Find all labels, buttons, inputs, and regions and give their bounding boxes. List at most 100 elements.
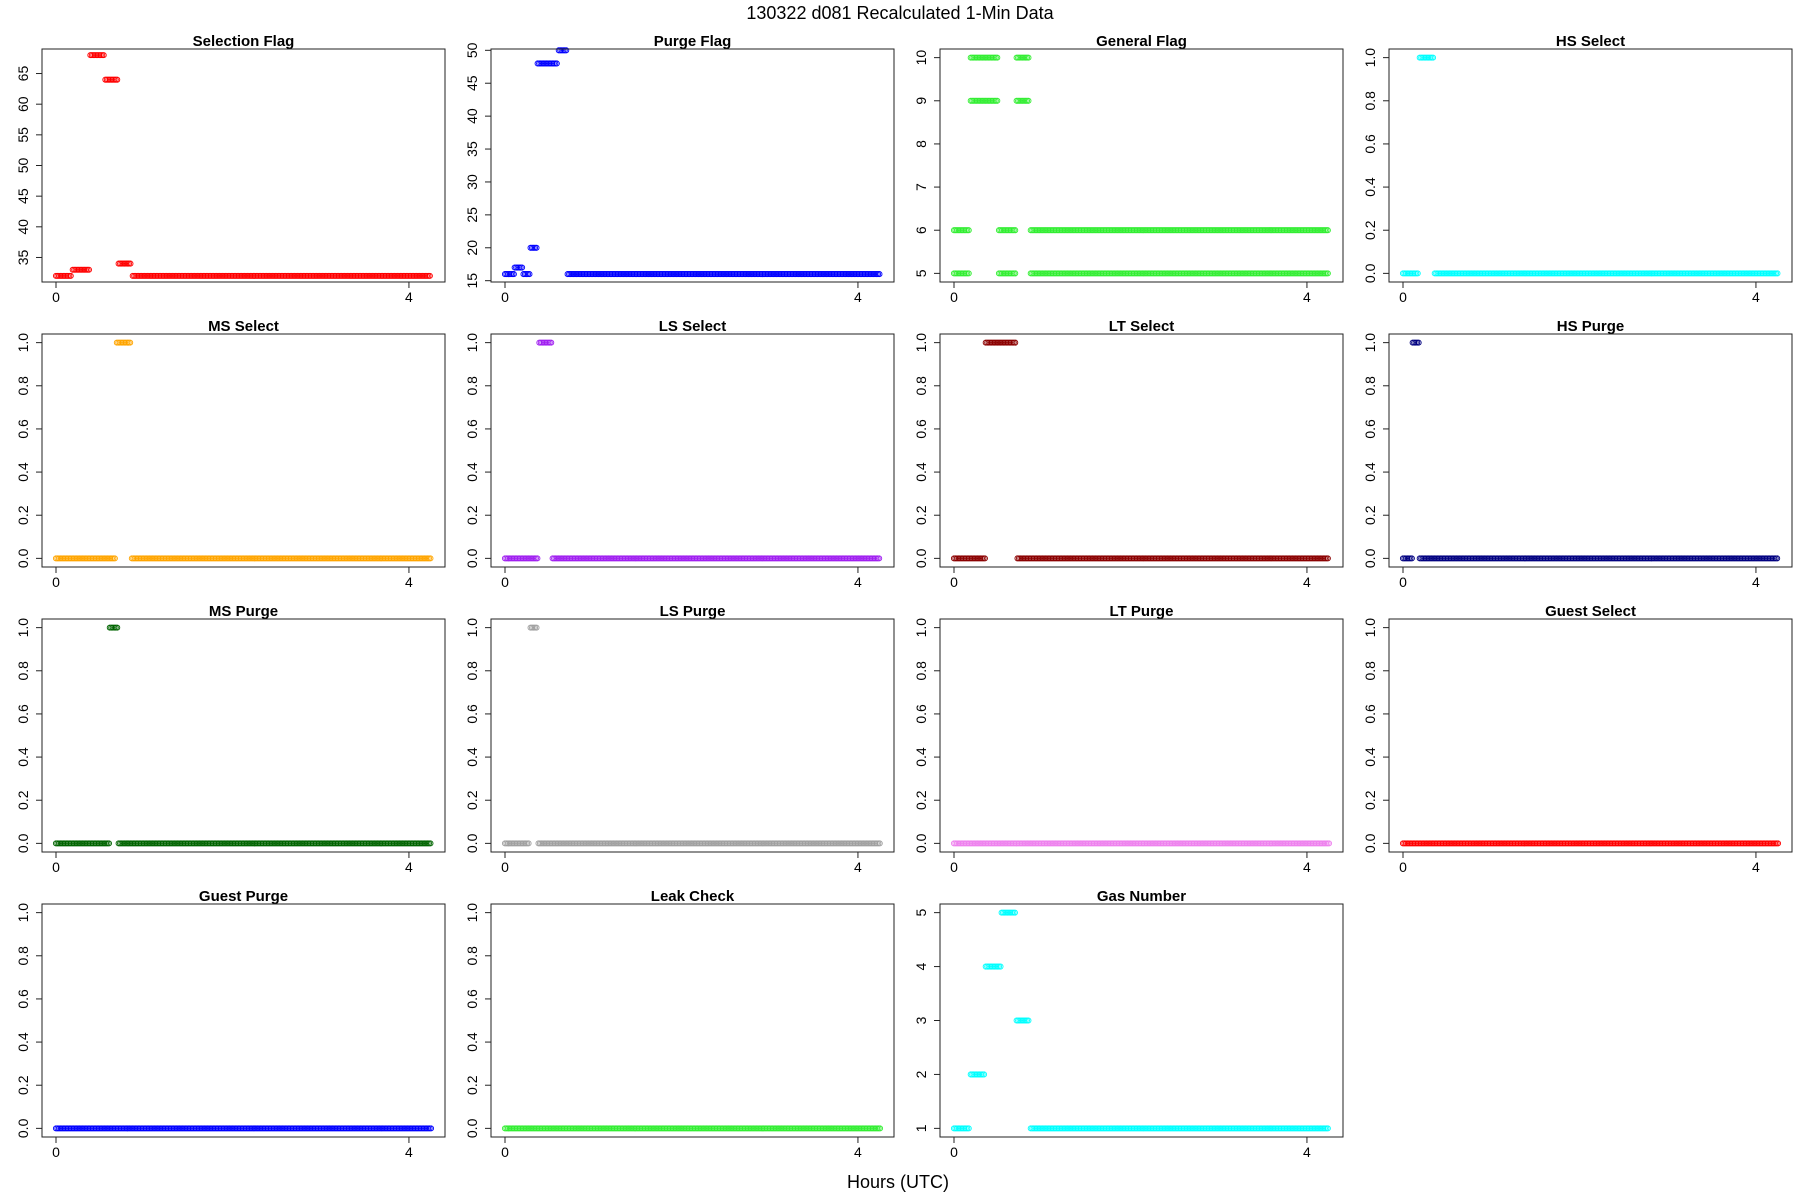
y-tick-label: 8 [913, 140, 929, 148]
data-points [501, 47, 883, 278]
data-points [52, 52, 433, 279]
y-tick-label: 10 [913, 50, 929, 66]
y-tick-label: 15 [464, 273, 480, 289]
data-point [876, 1125, 884, 1132]
data-point [876, 840, 883, 847]
plot-frame [490, 618, 895, 853]
x-tick-label: 4 [405, 1144, 413, 1160]
data-point [1774, 270, 1781, 277]
y-tick-label: 0.6 [464, 704, 480, 724]
panel-general-flag: General Flag 5 6 7 8 9 10 0 4 [913, 33, 1344, 305]
data-point [533, 244, 540, 251]
y-tick-label: 0.8 [15, 946, 31, 966]
data-point [519, 264, 526, 271]
data-points [501, 1125, 884, 1132]
data-point [1012, 339, 1019, 346]
x-tick-label: 0 [52, 859, 60, 875]
data-point [965, 227, 972, 234]
panel-guest-select: Guest Select 0.0 0.2 0.4 0.6 0.8 1.0 0 4 [1362, 603, 1793, 875]
y-tick-label: 0.2 [464, 1075, 480, 1095]
x-tick-label: 4 [1752, 859, 1760, 875]
data-points [52, 624, 434, 847]
y-tick-label: 5 [913, 269, 929, 277]
y-tick-label: 0.0 [15, 1118, 31, 1138]
plot-frame [1388, 618, 1793, 853]
x-tick-label: 0 [1399, 289, 1407, 305]
data-point [1774, 840, 1782, 847]
y-tick-label: 1.0 [15, 903, 31, 923]
panel-title: LT Purge [1110, 603, 1174, 620]
y-tick-label: 0.0 [1362, 263, 1378, 283]
data-point [965, 1125, 972, 1132]
panel-selection-flag: Selection Flag 35 40 45 50 55 60 65 0 4 [15, 33, 446, 305]
panel-title: HS Purge [1557, 318, 1625, 335]
x-tick-label: 0 [52, 1144, 60, 1160]
panel-hs-purge: HS Purge 0.0 0.2 0.4 0.6 0.8 1.0 0 4 [1362, 318, 1793, 590]
y-tick-label: 0.4 [464, 462, 480, 482]
panel-title: General Flag [1096, 33, 1187, 50]
y-tick-label: 0.8 [15, 661, 31, 681]
data-point [85, 266, 92, 273]
x-tick-label: 0 [501, 1144, 509, 1160]
plot-frame [41, 618, 446, 853]
y-tick-label: 0.4 [1362, 462, 1378, 482]
panel-ls-purge: LS Purge 0.0 0.2 0.4 0.6 0.8 1.0 0 4 [464, 603, 895, 875]
data-point [533, 624, 540, 631]
y-tick-label: 0.6 [1362, 134, 1378, 154]
data-points [501, 624, 883, 847]
x-tick-label: 0 [501, 574, 509, 590]
y-tick-label: 0.2 [1362, 790, 1378, 810]
y-tick-label: 40 [15, 219, 31, 235]
y-tick-label: 40 [464, 108, 480, 124]
data-point [111, 555, 118, 562]
data-points [1399, 339, 1781, 562]
data-points [501, 339, 883, 562]
data-point [427, 555, 434, 562]
x-tick-label: 4 [1303, 289, 1311, 305]
x-tick-label: 4 [1752, 574, 1760, 590]
y-tick-label: 3 [913, 1016, 929, 1024]
data-point [548, 339, 555, 346]
data-point [426, 272, 433, 279]
y-tick-label: 0.6 [913, 704, 929, 724]
panel-title: LT Select [1109, 318, 1175, 335]
data-points [52, 339, 434, 562]
y-tick-label: 25 [464, 207, 480, 223]
y-tick-label: 0.4 [913, 462, 929, 482]
y-tick-label: 0.4 [15, 462, 31, 482]
data-point [1324, 270, 1331, 277]
data-point [994, 54, 1001, 61]
y-tick-label: 0.0 [464, 548, 480, 568]
plot-frame [490, 48, 895, 283]
y-tick-label: 0.2 [913, 505, 929, 525]
data-point [114, 624, 121, 631]
panel-ls-select: LS Select 0.0 0.2 0.4 0.6 0.8 1.0 0 4 [464, 318, 895, 590]
panel-title: MS Purge [209, 603, 278, 620]
y-tick-label: 0.4 [1362, 177, 1378, 197]
panel-title: Purge Flag [654, 33, 732, 50]
y-tick-label: 0.8 [464, 946, 480, 966]
plot-frame [1388, 48, 1793, 283]
data-point [1324, 1125, 1331, 1132]
data-points [1399, 54, 1781, 277]
data-point [1012, 227, 1019, 234]
plot-frame [41, 333, 446, 568]
y-tick-label: 0.2 [15, 1075, 31, 1095]
x-tick-label: 0 [1399, 859, 1407, 875]
data-point [994, 97, 1001, 104]
data-point [965, 270, 972, 277]
x-tick-label: 4 [1752, 289, 1760, 305]
y-tick-label: 1.0 [913, 618, 929, 638]
y-tick-label: 0.6 [15, 704, 31, 724]
plot-frame [939, 48, 1344, 283]
y-tick-label: 50 [15, 158, 31, 174]
y-tick-label: 65 [15, 66, 31, 82]
y-tick-label: 50 [464, 42, 480, 58]
x-axis-label: Hours (UTC) [847, 1172, 949, 1192]
data-points [950, 54, 1331, 277]
y-tick-label: 5 [913, 909, 929, 917]
data-point [1774, 555, 1781, 562]
panel-hs-select: HS Select 0.0 0.2 0.4 0.6 0.8 1.0 0 4 [1362, 33, 1793, 305]
